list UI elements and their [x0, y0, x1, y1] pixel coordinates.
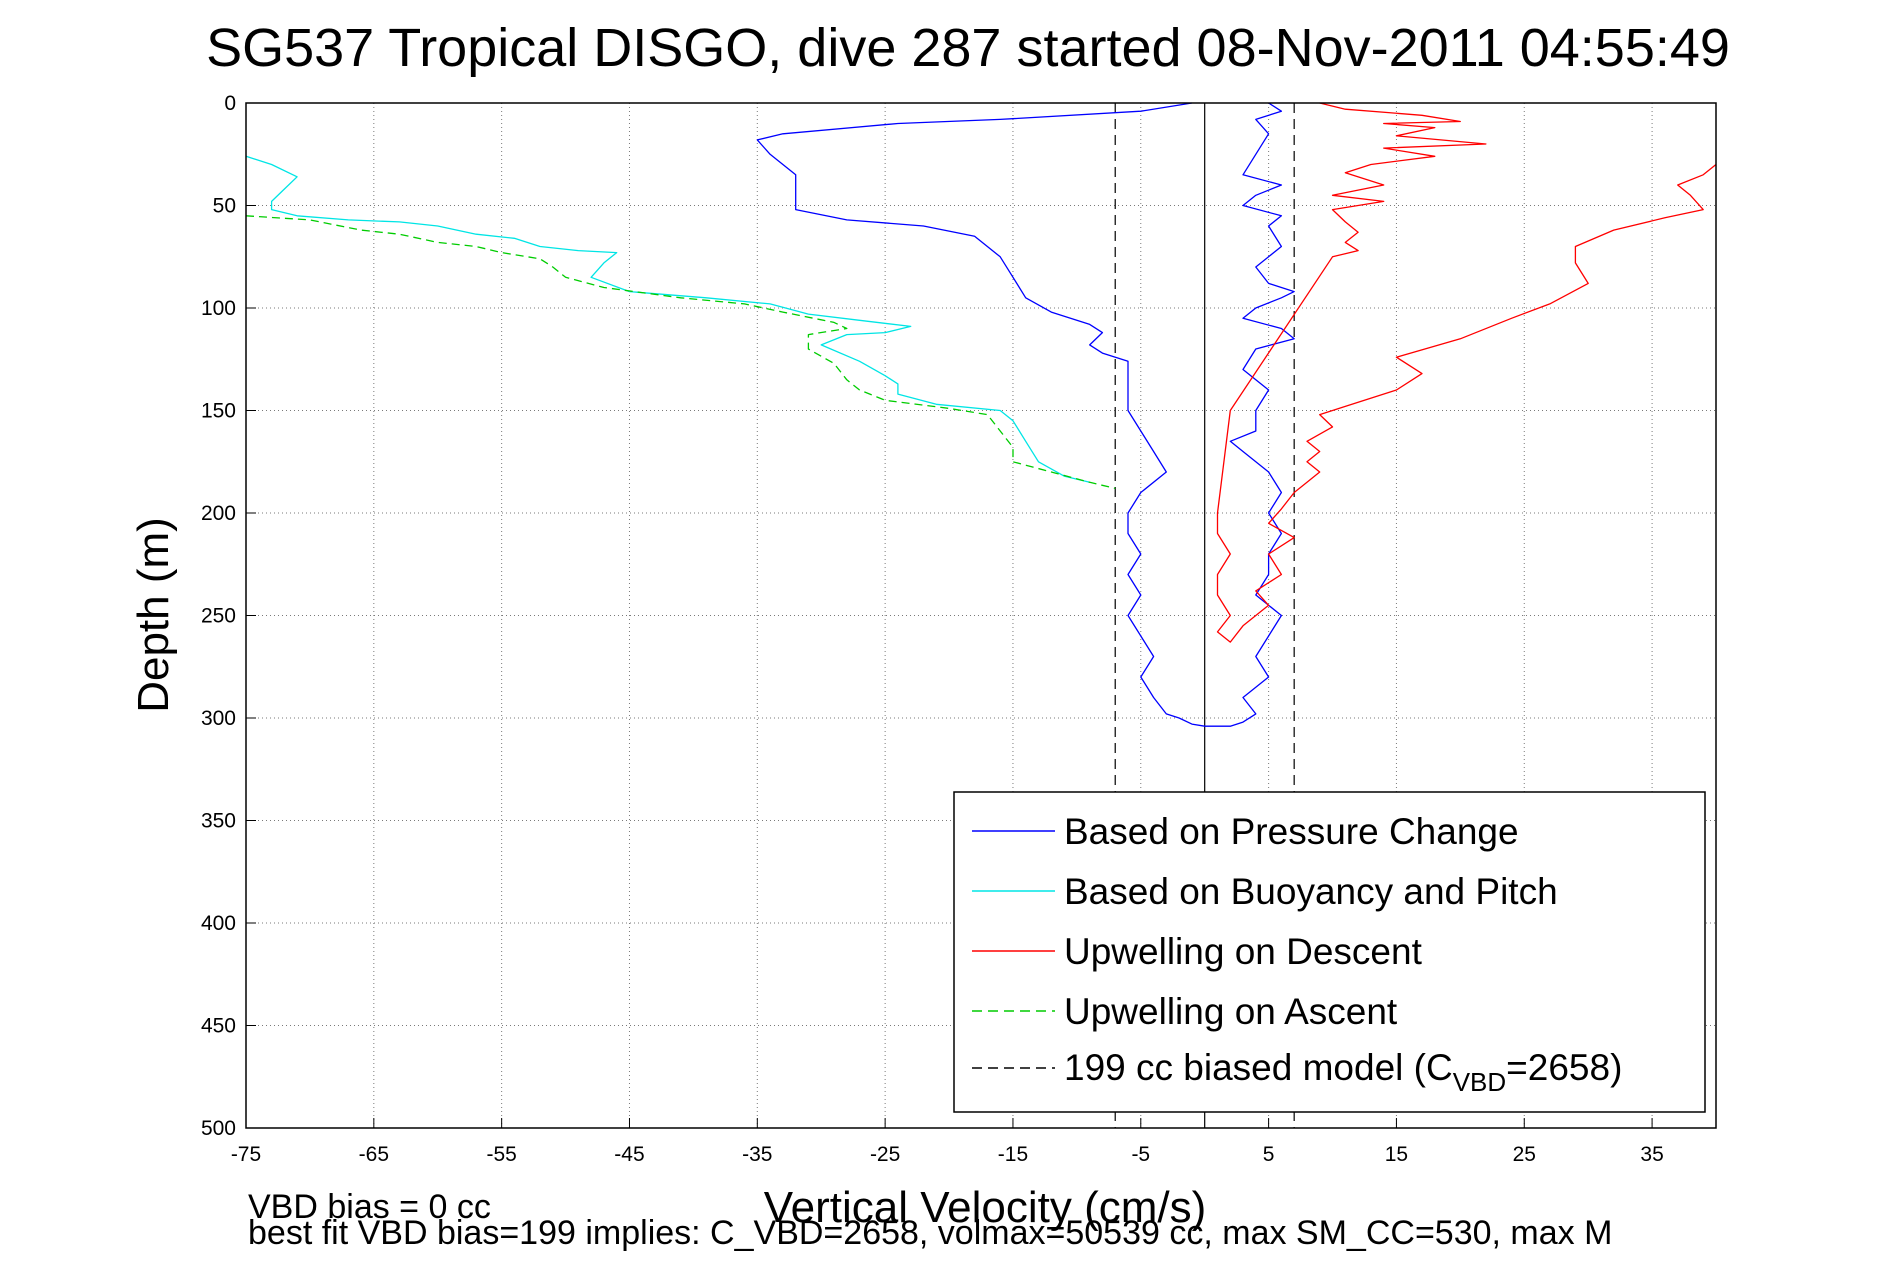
legend-items: Based on Pressure Change Based on Buoyanc… — [972, 811, 1558, 1032]
y-tick-label: 250 — [201, 605, 236, 628]
y-tick-label: 50 — [213, 195, 236, 218]
y-tick-label: 100 — [201, 297, 236, 320]
legend-label: Upwelling on Ascent — [1064, 991, 1398, 1032]
x-axis-label: Vertical Velocity (cm/s) — [764, 1183, 1207, 1232]
footnote-best-fit: best fit VBD bias=199 implies: C_VBD=265… — [248, 1214, 1612, 1252]
x-tick-label: 15 — [1385, 1143, 1408, 1166]
series-layer — [245, 102, 1717, 727]
y-tick-label: 200 — [201, 502, 236, 525]
legend-box — [953, 791, 1706, 1113]
y-tick-label: 300 — [201, 707, 236, 730]
footnote-vbd-bias: VBD bias = 0 cc — [248, 1188, 491, 1226]
x-ticks: -75 -65 -55 -45 -35 -25 -15 -5 5 15 25 35 — [231, 1118, 1664, 1166]
y-tick-label: 500 — [201, 1117, 236, 1140]
y-tick-label: 150 — [201, 400, 236, 423]
y-axis-label: Depth (m) — [129, 517, 178, 713]
legend-model-subscript: VBD — [1453, 1067, 1506, 1097]
legend-label: Upwelling on Descent — [1064, 931, 1423, 972]
x-tick-label: 35 — [1640, 1143, 1663, 1166]
x-tick-label: -65 — [359, 1143, 389, 1166]
x-tick-label: 5 — [1263, 1143, 1275, 1166]
y-tick-label: 450 — [201, 1015, 236, 1038]
y-tick-label: 350 — [201, 810, 236, 833]
y-ticks: 0 50 100 150 200 250 300 350 400 450 500 — [201, 92, 256, 1140]
x-tick-label: -45 — [614, 1143, 644, 1166]
x-tick-label: 25 — [1513, 1143, 1536, 1166]
series-line-based-on-pressure-change — [756, 102, 1295, 727]
y-tick-label: 400 — [201, 912, 236, 935]
series-line-based-on-buoyancy-and-pitch — [245, 155, 1090, 483]
x-tick-label: -75 — [231, 1143, 261, 1166]
chart-title: SG537 Tropical DISGO, dive 287 started 0… — [206, 18, 1730, 78]
series-line-upwelling-on-ascent — [245, 215, 1116, 490]
legend-label: Based on Pressure Change — [1064, 811, 1519, 852]
legend-label: Based on Buoyancy and Pitch — [1064, 871, 1558, 912]
x-tick-label: -55 — [486, 1143, 516, 1166]
series-line-upwelling-on-descent — [1216, 102, 1717, 643]
y-tick-label: 0 — [224, 92, 236, 115]
x-tick-label: -35 — [742, 1143, 772, 1166]
x-tick-label: -5 — [1131, 1143, 1150, 1166]
x-tick-label: -25 — [870, 1143, 900, 1166]
x-tick-label: -15 — [998, 1143, 1028, 1166]
legend-label-model: 199 cc biased model (CVBD=2658) — [1064, 1047, 1622, 1097]
legend: Based on Pressure Change Based on Buoyanc… — [953, 791, 1706, 1113]
legend-model-prefix: 199 cc biased model (C — [1064, 1047, 1453, 1088]
legend-model-suffix: =2658) — [1506, 1047, 1622, 1088]
